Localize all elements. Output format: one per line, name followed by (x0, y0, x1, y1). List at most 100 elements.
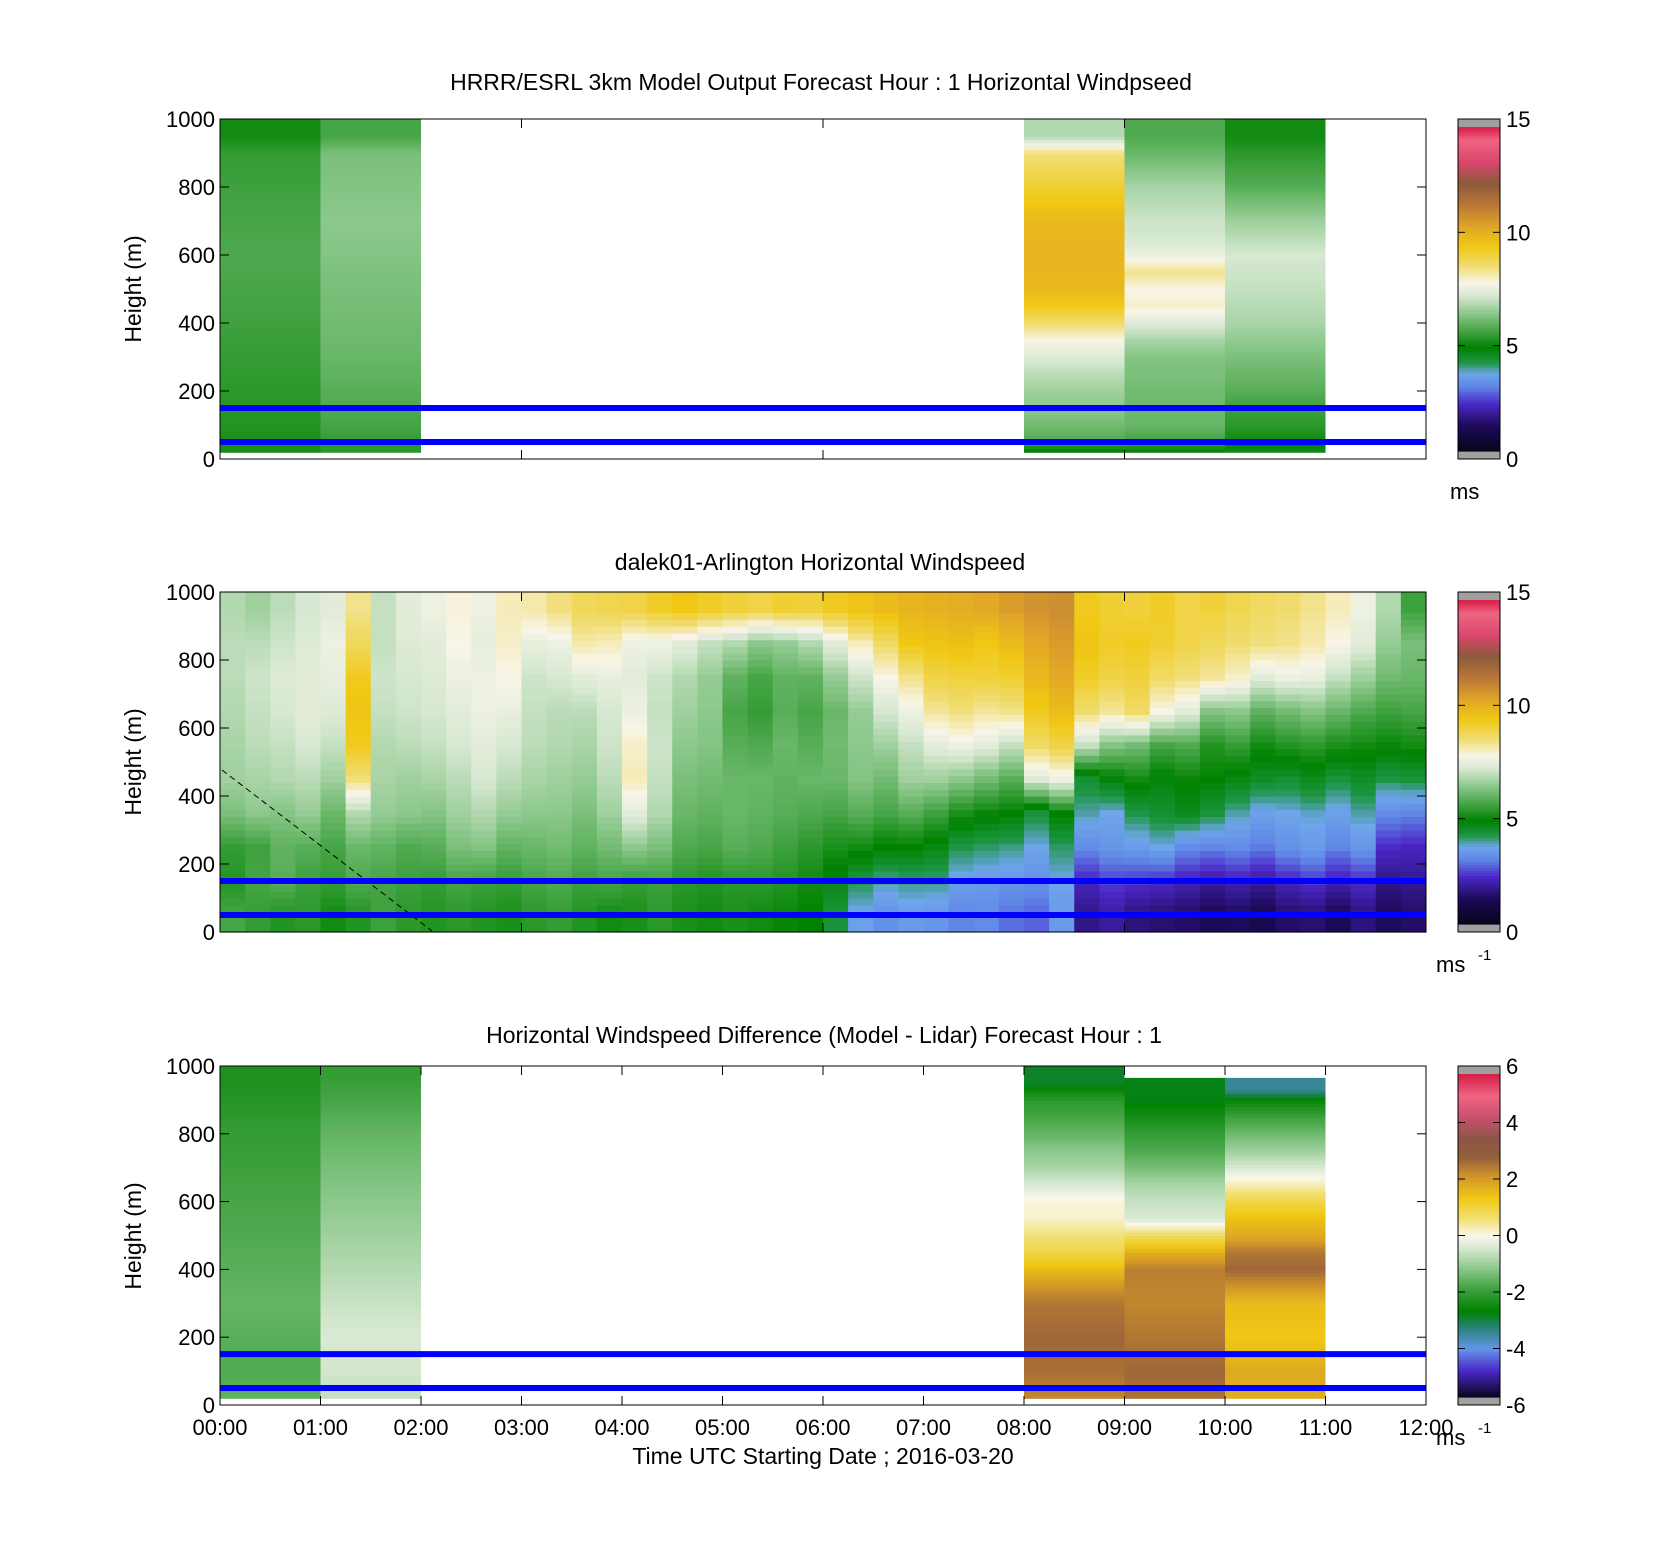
difference-colorbar-swatch (1458, 1216, 1500, 1220)
lidar-cell (1199, 775, 1226, 783)
lidar-cell (1375, 700, 1402, 709)
difference-cell (1024, 1143, 1125, 1148)
model-cell (1225, 122, 1326, 127)
difference-cell (1024, 1262, 1125, 1267)
difference-cell (220, 1093, 321, 1098)
lidar-cell (245, 809, 271, 817)
lidar-cell (421, 714, 447, 722)
difference-cell (1024, 1198, 1125, 1203)
lidar-colorbar-swatch (1458, 726, 1500, 731)
lidar-cell (747, 694, 774, 702)
lidar-cell (220, 660, 246, 668)
model-cell (320, 295, 421, 300)
lidar-cell (647, 728, 673, 736)
model-cell (1225, 200, 1326, 205)
lidar-cell (345, 830, 372, 838)
lidar-cell (1074, 830, 1100, 838)
difference-cell (1225, 1079, 1326, 1084)
lidar-cell (1099, 741, 1126, 749)
lidar-cell (873, 816, 899, 824)
lidar-cell (1124, 646, 1151, 654)
difference-cell (220, 1140, 321, 1145)
lidar-cell (948, 802, 975, 811)
lidar-cell (848, 823, 874, 831)
lidar-cell (546, 626, 573, 634)
lidar-cell (1350, 884, 1377, 892)
model-colorbar-swatch (1458, 270, 1500, 274)
lidar-cell (1350, 646, 1377, 654)
lidar-cell (998, 796, 1025, 804)
lidar-cell (270, 891, 296, 899)
lidar-cell (1400, 836, 1427, 845)
difference-cell (1124, 1177, 1225, 1182)
lidar-cell (1174, 870, 1201, 879)
lidar-cell (1325, 598, 1352, 607)
lidar-cell (672, 626, 698, 634)
difference-cell (1225, 1089, 1326, 1094)
model-colorbar-swatch (1458, 186, 1500, 190)
lidar-cell (772, 864, 799, 872)
lidar-cell (823, 734, 849, 743)
difference-colorbar-swatch (1458, 1391, 1500, 1395)
lidar-cell (1074, 728, 1100, 736)
lidar-cell (848, 741, 874, 749)
lidar-cell (471, 830, 497, 838)
lidar-cell (370, 809, 397, 817)
lidar-cell (1199, 836, 1226, 845)
lidar-cell (747, 782, 774, 790)
lidar-cell (1400, 653, 1427, 661)
model-colorbar-tick-label: 5 (1506, 334, 1518, 359)
lidar-cell (1124, 680, 1151, 688)
model-cell (320, 200, 421, 205)
lidar-cell (345, 748, 372, 756)
difference-cell (1124, 1289, 1225, 1294)
model-cell (1024, 421, 1125, 426)
lidar-cell (772, 748, 799, 756)
difference-cell (220, 1337, 321, 1342)
lidar-cell (1074, 870, 1100, 879)
model-cell (1225, 221, 1326, 225)
difference-colorbar-swatch (1458, 1111, 1500, 1115)
model-cell (220, 448, 321, 453)
lidar-cell (1375, 721, 1402, 729)
model-cell (1124, 159, 1225, 164)
lidar-cell (220, 619, 246, 627)
lidar-cell (622, 694, 648, 702)
lidar-cell (295, 639, 322, 647)
difference-cell (1225, 1171, 1326, 1176)
lidar-cell (948, 816, 975, 824)
lidar-cell (998, 721, 1025, 729)
lidar-cell (1275, 836, 1301, 845)
lidar-cell (295, 707, 322, 715)
lidar-cell (797, 639, 824, 647)
lidar-cell (571, 666, 598, 675)
model-colorbar-swatch (1458, 359, 1500, 363)
model-cell (220, 268, 321, 273)
lidar-cell (797, 782, 824, 790)
lidar-cell (220, 870, 246, 879)
model-cell (220, 285, 321, 290)
model-colorbar-swatch (1458, 245, 1500, 250)
model-cell (1024, 231, 1125, 236)
lidar-cell (1099, 694, 1126, 702)
difference-colorbar-unit-exponent: -1 (1478, 1420, 1491, 1437)
difference-cell (1024, 1184, 1125, 1189)
lidar-cell (546, 904, 573, 913)
lidar-cell (1375, 816, 1402, 824)
lidar-cell (1149, 734, 1176, 743)
difference-cell (1124, 1218, 1225, 1223)
lidar-cell (1124, 884, 1151, 892)
model-cell (1225, 319, 1326, 324)
lidar-cell (1099, 898, 1126, 906)
lidar-cell (295, 626, 322, 634)
lidar-cell (1250, 891, 1276, 899)
lidar-cell (1275, 666, 1301, 675)
lidar-cell (245, 823, 271, 831)
lidar-cell (848, 666, 874, 675)
lidar-cell (370, 891, 397, 899)
difference-cell (1225, 1164, 1326, 1169)
lidar-cell (496, 619, 523, 627)
lidar-cell (747, 660, 774, 668)
model-cell (1024, 370, 1125, 375)
model-cell (1225, 401, 1326, 406)
